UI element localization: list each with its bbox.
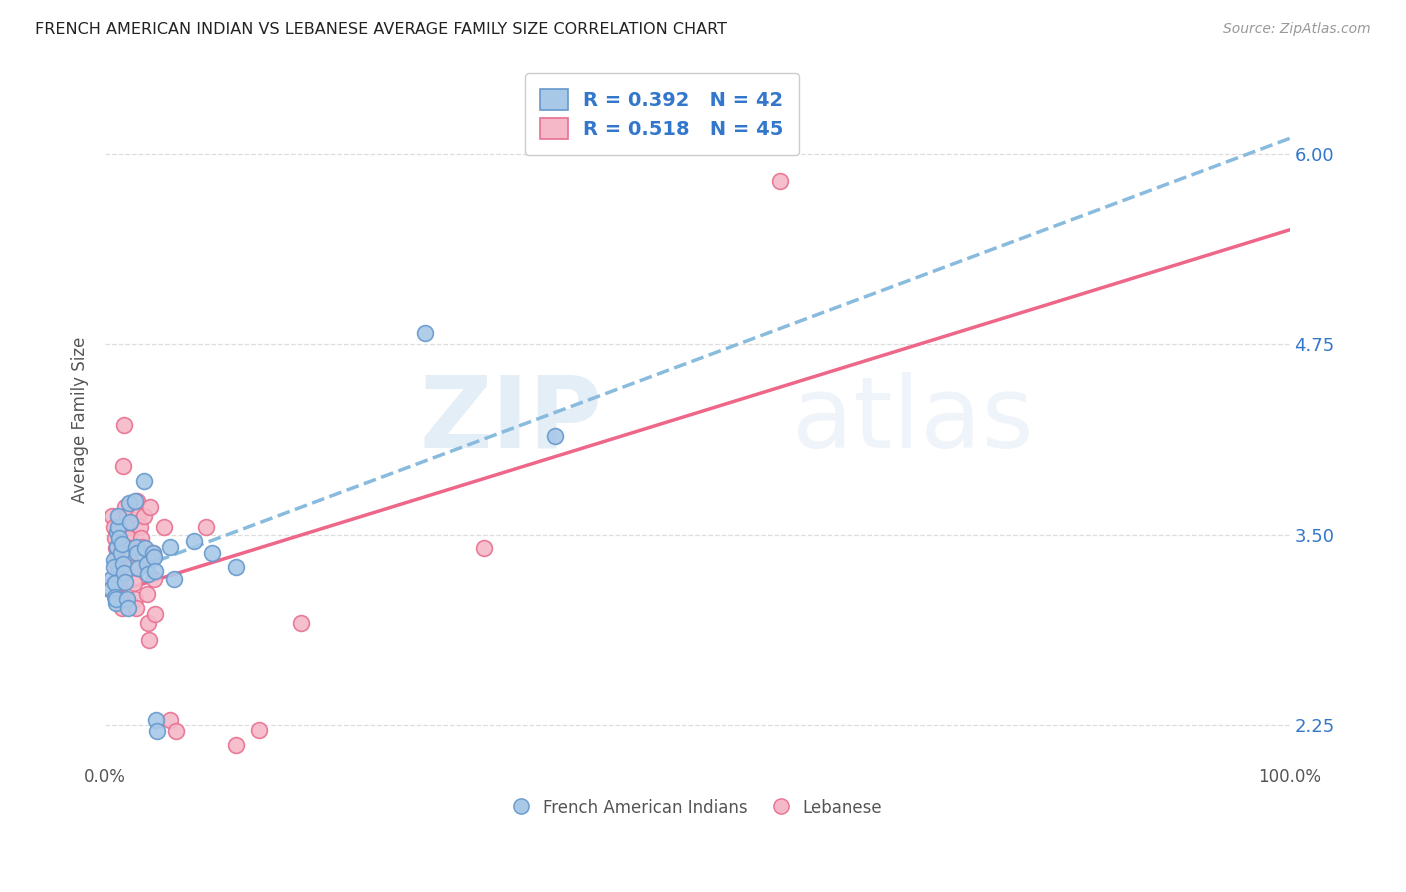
Point [103, 553, 125, 567]
Point [125, 600, 148, 615]
Point [143, 564, 166, 578]
Point [165, 724, 187, 739]
Point [125, 540, 148, 554]
Point [104, 531, 127, 545]
Point [107, 520, 129, 534]
Point [142, 546, 165, 560]
Point [134, 475, 156, 489]
Point [413, 326, 436, 341]
Y-axis label: Average Family Size: Average Family Size [72, 337, 89, 503]
Point [132, 546, 155, 560]
Point [142, 550, 165, 565]
Legend: French American Indians, Lebanese: French American Indians, Lebanese [506, 792, 889, 823]
Point [115, 509, 138, 524]
Point [114, 500, 136, 515]
Point [120, 516, 142, 530]
Point [127, 509, 149, 524]
Point [110, 591, 132, 606]
Point [118, 531, 141, 545]
Point [115, 591, 138, 606]
Point [104, 591, 127, 606]
Point [118, 495, 141, 509]
Point [128, 520, 150, 534]
Point [194, 520, 217, 534]
Point [183, 533, 205, 548]
Point [127, 494, 149, 508]
Point [114, 574, 136, 589]
Point [134, 541, 156, 556]
Point [136, 615, 159, 630]
Point [107, 509, 129, 524]
Point [159, 540, 181, 554]
Point [224, 559, 246, 574]
Point [134, 550, 156, 565]
Point [108, 531, 131, 545]
Point [100, 572, 122, 586]
Point [101, 509, 124, 524]
Point [145, 714, 167, 728]
Point [108, 576, 131, 591]
Point [131, 540, 153, 554]
Point [139, 500, 162, 515]
Point [121, 561, 143, 575]
Point [103, 520, 125, 534]
Point [135, 557, 157, 571]
Text: Source: ZipAtlas.com: Source: ZipAtlas.com [1223, 22, 1371, 37]
Point [107, 561, 129, 575]
Point [136, 567, 159, 582]
Point [103, 559, 125, 574]
Point [143, 607, 166, 621]
Point [120, 541, 142, 556]
Point [142, 546, 165, 560]
Point [100, 582, 122, 597]
Point [110, 546, 132, 560]
Point [120, 550, 142, 565]
Point [290, 615, 312, 630]
Point [112, 417, 135, 432]
Point [112, 566, 135, 580]
Point [129, 531, 152, 545]
Point [247, 723, 270, 737]
Point [134, 509, 156, 524]
Point [472, 541, 495, 556]
Point [111, 600, 134, 615]
Point [111, 458, 134, 473]
Text: atlas: atlas [792, 372, 1033, 469]
Text: FRENCH AMERICAN INDIAN VS LEBANESE AVERAGE FAMILY SIZE CORRELATION CHART: FRENCH AMERICAN INDIAN VS LEBANESE AVERA… [35, 22, 727, 37]
Point [117, 600, 139, 615]
Point [124, 591, 146, 606]
Point [111, 537, 134, 551]
Point [135, 587, 157, 601]
Point [127, 546, 149, 560]
Text: ZIP: ZIP [420, 372, 603, 469]
Point [201, 546, 224, 560]
Point [127, 561, 149, 575]
Point [104, 596, 127, 610]
Point [111, 557, 134, 571]
Point [138, 632, 160, 647]
Point [159, 714, 181, 728]
Point [122, 576, 145, 591]
Point [104, 576, 127, 591]
Point [153, 520, 176, 534]
Point [146, 724, 169, 739]
Point [117, 520, 139, 534]
Point [105, 524, 128, 539]
Point [124, 494, 146, 508]
Point [224, 738, 246, 752]
Point [105, 550, 128, 565]
Point [104, 590, 127, 604]
Point [105, 540, 128, 554]
Point [104, 541, 127, 556]
Point [163, 572, 186, 586]
Point [769, 174, 792, 188]
Point [142, 572, 165, 586]
Point [544, 428, 567, 442]
